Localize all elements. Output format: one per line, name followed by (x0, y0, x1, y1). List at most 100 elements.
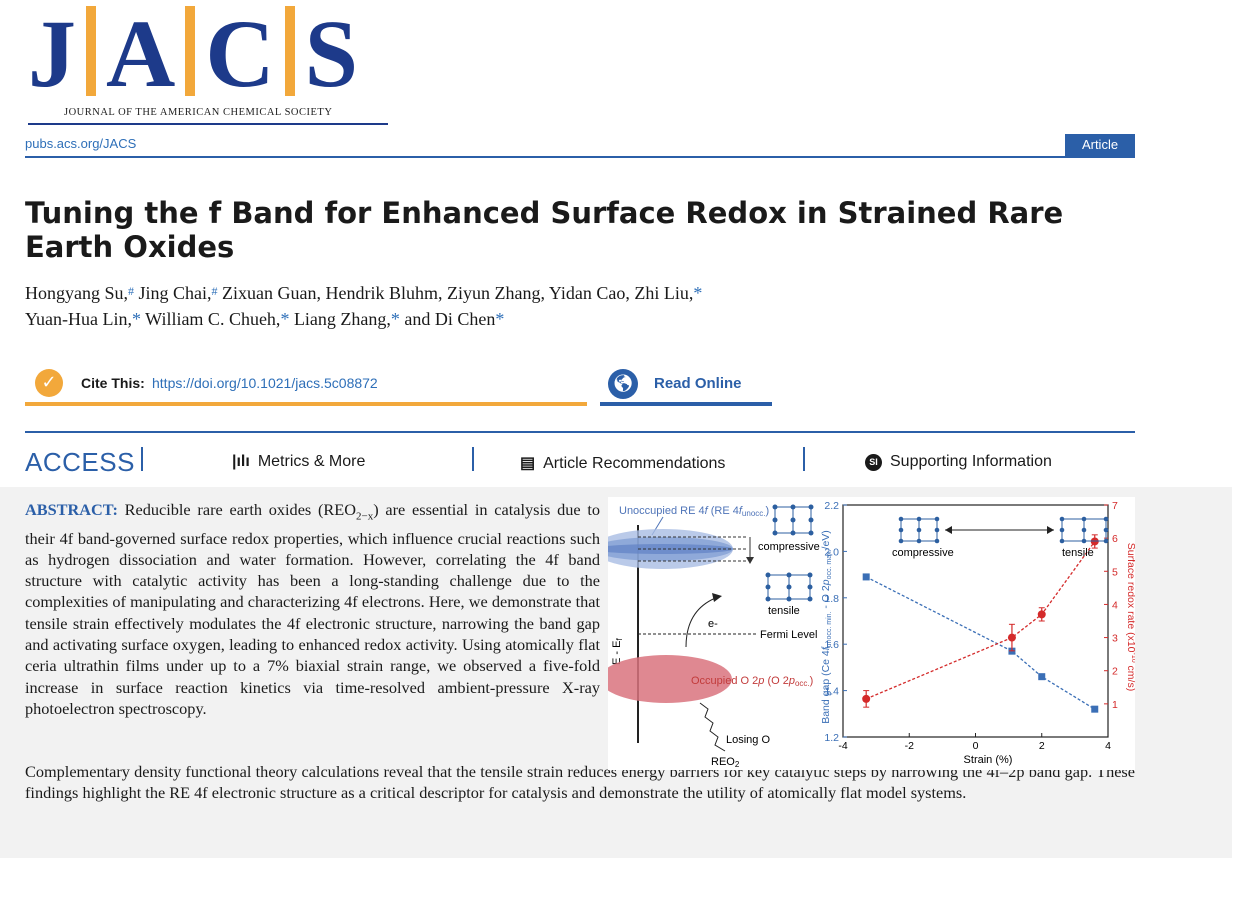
compressive-lattice-atoms (772, 504, 814, 536)
band-gap-point (1091, 705, 1099, 713)
tensile-lattice-atoms (765, 572, 813, 602)
band-gap-point (1038, 673, 1046, 681)
read-online-label: Read Online (654, 375, 742, 392)
series-line (865, 576, 1096, 710)
band-diagram: E - Ef Unoccupied RE 4f (RE 4funocc.) co… (608, 504, 820, 769)
electron-transfer-arrow (685, 596, 719, 648)
right-tick-label: 7 (1112, 500, 1118, 512)
chart-tensile-label: tensile (1062, 547, 1094, 559)
logo-divider (86, 6, 96, 96)
right-tick-label: 3 (1112, 633, 1118, 645)
corresponding-author-mark: * (495, 309, 505, 329)
author-name[interactable]: and Di Chen (404, 309, 496, 329)
author-name[interactable]: Jing Chai, (138, 283, 212, 303)
logo-letter-a: A (106, 0, 176, 107)
author-name[interactable]: Liang Zhang, (293, 309, 391, 329)
author-name[interactable]: Ziyun Zhang, (447, 283, 545, 303)
read-online-button[interactable]: 🌎︎ Read Online (600, 367, 772, 406)
author-name[interactable]: Zixuan Guan, (222, 283, 321, 303)
band-gap-point (862, 573, 870, 581)
right-tick-label: 4 (1112, 599, 1118, 611)
occupied-band (608, 655, 732, 703)
abstract-body-part1: ) are essential in catalysis due to thei… (25, 500, 600, 718)
journal-site-link[interactable]: pubs.acs.org/JACS (25, 136, 137, 151)
corresponding-author-mark: * (390, 309, 400, 329)
read-online-underline (600, 402, 772, 406)
logo-rule (28, 123, 388, 125)
x-tick-label: -2 (905, 740, 914, 752)
corresponding-author-mark: * (693, 283, 703, 303)
losing-oxygen-label: Losing O (726, 734, 770, 746)
logo-letters: J A C S (28, 0, 358, 102)
cite-underline (25, 402, 587, 406)
logo-letter-s: S (304, 0, 359, 107)
globe-icon: 🌎︎ (608, 369, 638, 399)
fermi-level-label: Fermi Level (760, 629, 817, 641)
recommendations-label: Article Recommendations (543, 455, 726, 472)
si-icon: SI (865, 454, 882, 471)
author-name[interactable]: Yidan Cao, (548, 283, 630, 303)
abstract-heading: ABSTRACT: (25, 500, 118, 519)
chart-compressive-atoms (898, 516, 940, 544)
article-title: Tuning the f Band for Enhanced Surface R… (25, 196, 1064, 264)
tensile-label: tensile (768, 605, 800, 617)
arrow-head-icon (746, 557, 754, 564)
x-tick-label: 4 (1105, 740, 1111, 752)
strain-chart: -4 -2 0 2 4 1.2 1.4 1.6 1.8 2.0 2.2 1 2 3 4 5 6 7 Strai… (820, 500, 1135, 766)
article-type-badge: Article (1065, 134, 1135, 156)
author-name[interactable]: Zhi Liu, (634, 283, 694, 303)
access-separator (472, 447, 474, 471)
material-label: REO2 (711, 756, 740, 769)
access-separator (803, 447, 805, 471)
energy-axis-label: E - Ef (611, 638, 624, 665)
redox-rate-point (862, 694, 871, 703)
right-tick-label: 1 (1112, 699, 1118, 711)
supporting-information-link[interactable]: SI Supporting Information (865, 453, 1052, 471)
logo-subtitle: JOURNAL OF THE AMERICAN CHEMICAL SOCIETY (64, 107, 333, 118)
author-name[interactable]: Yuan-Hua Lin, (25, 309, 132, 329)
arrow-right-icon (1047, 526, 1054, 534)
author-name[interactable]: Hendrik Bluhm, (325, 283, 443, 303)
left-tick-label: 1.4 (824, 686, 839, 698)
x-tick-label: -4 (838, 740, 847, 752)
logo-letter-c: C (205, 0, 275, 107)
author-name[interactable]: Hongyang Su, (25, 283, 128, 303)
right-tick-label: 2 (1112, 666, 1118, 678)
author-affiliation-mark: # (211, 284, 218, 298)
author-name[interactable]: William C. Chueh, (145, 309, 281, 329)
left-tick-label: 1.2 (824, 732, 839, 744)
header-divider (25, 156, 1135, 158)
logo-letter-j: J (28, 0, 76, 107)
occupied-label: Occupied O 2p (O 2pocc.) (691, 675, 813, 688)
left-axis-label: Band gap (Ce 4funocc. min. - O 2pocc. ma… (820, 530, 833, 724)
oxygen-loss-arrow (699, 702, 726, 752)
left-tick-label: 1.8 (824, 593, 839, 605)
toc-svg: E - Ef Unoccupied RE 4f (RE 4funocc.) co… (608, 500, 1135, 769)
access-separator (141, 447, 143, 471)
toc-graphic: E - Ef Unoccupied RE 4f (RE 4funocc.) co… (608, 497, 1135, 770)
arrow-head-icon (712, 593, 722, 602)
redox-rate-point (1007, 633, 1016, 642)
x-tick-label: 0 (973, 740, 979, 752)
logo-divider (284, 6, 295, 96)
article-recommendations-link[interactable]: ▤ Article Recommendations (520, 453, 725, 473)
right-axis-ticks: 1 2 3 4 5 6 7 (1104, 500, 1118, 711)
checkmark-icon: ✓ (35, 369, 63, 397)
newspaper-icon: ▤ (520, 455, 536, 472)
series-marks (862, 534, 1099, 713)
right-tick-label: 5 (1112, 566, 1118, 578)
plot-frame (842, 504, 1109, 738)
x-tick-label: 2 (1039, 740, 1045, 752)
left-tick-label: 2.2 (824, 500, 839, 512)
journal-logo: J A C S JOURNAL OF THE AMERICAN CHEMICAL… (28, 0, 388, 122)
author-list: Hongyang Su,# Jing Chai,# Zixuan Guan, H… (25, 280, 1135, 332)
abstract-lead: Reducible rare earth oxides (REO (124, 500, 356, 519)
redox-rate-point (1037, 610, 1046, 619)
left-axis-ticks: 1.2 1.4 1.6 1.8 2.0 2.2 (824, 500, 847, 744)
chart-tensile-atoms (1059, 516, 1109, 544)
doi-link[interactable]: https://doi.org/10.1021/jacs.5c08872 (152, 375, 378, 391)
access-label: ACCESS (25, 447, 135, 477)
metrics-more-link[interactable]: |ılı Metrics & More (232, 453, 365, 471)
cite-this-bar[interactable]: ✓ Cite This: https://doi.org/10.1021/jac… (25, 367, 587, 406)
unoccupied-label: Unoccupied RE 4f (RE 4funocc.) (619, 505, 769, 518)
